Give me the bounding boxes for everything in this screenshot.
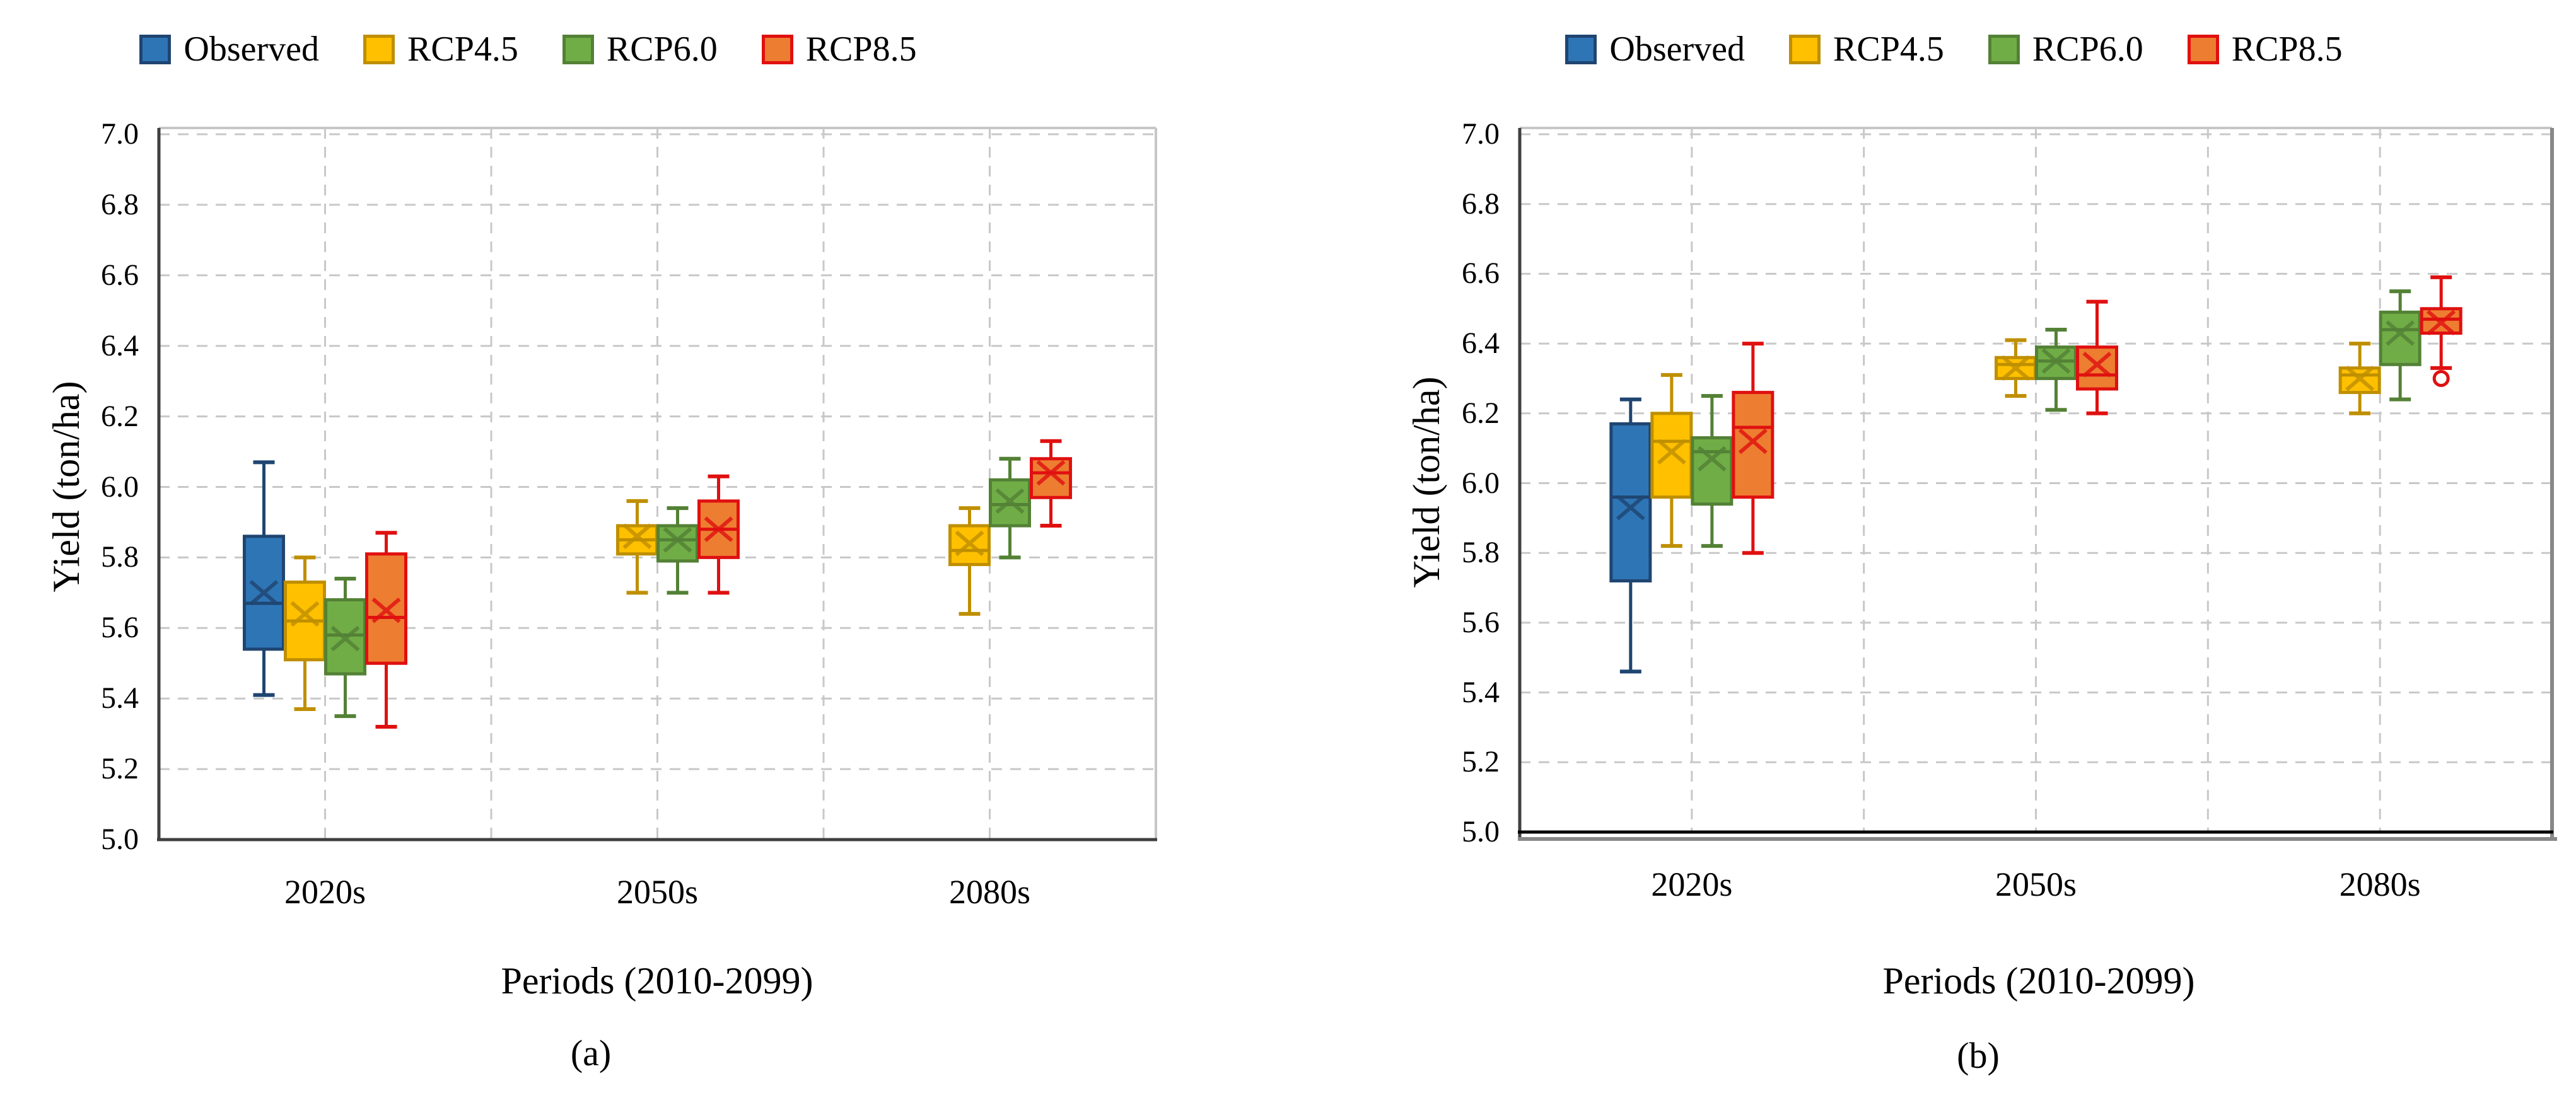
legend-item-rcp45: RCP4.5 [363, 29, 518, 69]
legend-item-rcp85: RCP8.5 [2187, 29, 2343, 69]
y-tick-label: 6.2 [101, 399, 139, 433]
legend-label: RCP4.5 [407, 30, 518, 69]
legend-label: RCP8.5 [805, 30, 917, 69]
y-tick-label: 5.6 [101, 611, 139, 645]
legend-item-observed: Observed [1565, 29, 1745, 69]
y-tick-label: 6.6 [1462, 257, 1500, 291]
y-tick-label: 6.2 [1462, 396, 1500, 430]
panel-caption-a: (a) [570, 1032, 612, 1073]
x-tick-label: 2020s [284, 873, 366, 911]
y-tick-label: 5.6 [1462, 605, 1500, 639]
legend-swatch-icon [1565, 34, 1597, 64]
y-tick-label: 6.0 [1462, 466, 1500, 500]
x-tick-label: 2080s [948, 873, 1030, 911]
legend-item-rcp45: RCP4.5 [1789, 29, 1944, 69]
legend-swatch-icon [1988, 34, 2020, 64]
y-tick-label: 7.0 [1462, 117, 1500, 151]
x-tick-label: 2080s [2339, 865, 2421, 903]
y-tick-label: 6.4 [1462, 327, 1500, 361]
legend-swatch-icon [562, 34, 594, 64]
legend-label: Observed [184, 30, 319, 69]
legend-item-rcp60: RCP6.0 [1988, 29, 2143, 69]
x-axis-title-b: Periods (2010-2099) [1882, 960, 2195, 1002]
y-tick-label: 5.4 [101, 681, 139, 715]
x-axis-title-a: Periods (2010-2099) [501, 960, 813, 1002]
x-tick-label: 2050s [616, 873, 698, 911]
y-tick-label: 5.2 [1462, 745, 1500, 779]
x-tick-label: 2050s [1995, 865, 2077, 903]
legend-item-observed: Observed [139, 29, 319, 69]
y-tick-label: 5.4 [1462, 675, 1500, 709]
legend-label: Observed [1609, 30, 1745, 69]
legend-swatch-icon [363, 34, 395, 64]
legend-label: RCP8.5 [2231, 30, 2343, 69]
legend-panel-a: Observed RCP4.5 RCP6.0 RCP8.5 [52, 16, 1049, 82]
legend-label: RCP6.0 [2032, 30, 2143, 69]
y-tick-label: 6.8 [1462, 187, 1500, 221]
y-tick-label: 5.2 [101, 752, 139, 786]
y-tick-label: 5.0 [1462, 815, 1500, 848]
legend-swatch-icon [139, 34, 172, 64]
legend-swatch-icon [1789, 34, 1821, 64]
x-tick-label: 2020s [1651, 865, 1733, 903]
y-tick-label: 5.0 [101, 823, 139, 856]
y-tick-label: 6.6 [101, 258, 139, 292]
legend-panel-b: Observed RCP4.5 RCP6.0 RCP8.5 [1460, 16, 2492, 82]
y-tick-label: 6.8 [101, 187, 139, 221]
y-tick-label: 7.0 [101, 117, 139, 151]
legend-item-rcp85: RCP8.5 [761, 29, 917, 69]
y-tick-label: 5.8 [1462, 536, 1500, 570]
y-tick-label: 6.0 [101, 470, 139, 504]
y-tick-label: 5.8 [101, 540, 139, 574]
legend-swatch-icon [761, 34, 793, 64]
panel-caption-b: (b) [1957, 1035, 2000, 1076]
legend-label: RCP4.5 [1833, 30, 1944, 69]
legend-item-rcp60: RCP6.0 [562, 29, 718, 69]
legend-swatch-icon [2187, 34, 2219, 64]
y-tick-label: 6.4 [101, 328, 139, 362]
legend-label: RCP6.0 [606, 30, 718, 69]
